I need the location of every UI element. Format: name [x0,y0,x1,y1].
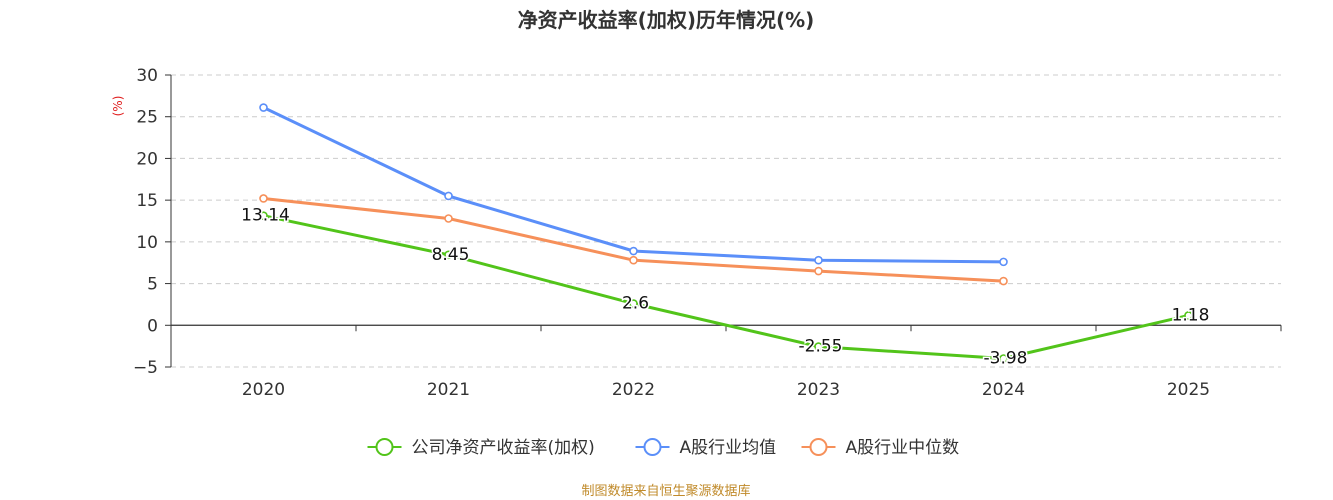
legend-marker [375,438,394,456]
y-tick-label: 5 [147,275,158,295]
data-label: 2.6 [622,294,649,314]
legend-label: 公司净资产收益率(加权) [412,438,595,458]
y-tick-label: 30 [136,66,158,86]
series-line-0 [263,214,1189,360]
y-tick-label: 20 [136,149,158,169]
data-label: -2.55 [799,337,843,357]
data-point-0 [1184,311,1193,320]
y-tick-label: 15 [136,191,158,211]
data-point-1 [629,246,638,256]
data-point-2 [259,194,268,203]
series-group [259,103,1193,363]
y-axis-unit: (%) [111,96,125,117]
y-tick-label: 0 [147,316,158,336]
data-label: 13.14 [241,206,290,226]
data-point-2 [999,276,1008,286]
data-point-0 [259,211,268,220]
y-tick-label: −5 [133,358,158,378]
legend-item-0[interactable]: 公司净资产收益率(加权) [367,438,595,458]
x-tick-label: 2025 [1167,380,1210,400]
data-point-1 [259,103,268,112]
data-point-0 [444,250,453,260]
x-tick-label: 2023 [797,380,840,400]
y-tick-label: 25 [136,108,158,128]
data-point-0 [629,299,638,308]
legend-item-2[interactable]: A股行业中位数 [801,438,960,458]
x-tick-label: 2022 [612,380,655,400]
data-point-0 [814,342,823,351]
data-point-2 [444,214,453,223]
legend-label: A股行业中位数 [846,438,960,458]
legend-label: A股行业均值 [680,438,777,458]
legend-item-1[interactable]: A股行业均值 [635,438,777,458]
data-labels: 13.14 8.45 2.6 -2.55 -3.98 1.18 [240,204,1211,370]
data-point-0 [999,354,1008,363]
data-point-1 [814,255,823,265]
grid-lines [171,74,1281,368]
data-label: -3.98 [984,348,1028,368]
y-tick-label: 10 [136,233,158,253]
data-point-2 [629,255,638,265]
data-point-1 [444,191,453,201]
chart-title: 净资产收益率(加权)历年情况(%) [518,8,815,32]
source-note: 制图数据来自恒生聚源数据库 [581,483,750,499]
legend-marker [643,438,662,456]
x-tick-label: 2021 [427,380,470,400]
data-label: 1.18 [1172,305,1210,325]
data-point-2 [814,266,823,276]
data-label: 8.45 [432,245,470,265]
legend[interactable]: 公司净资产收益率(加权) A股行业均值 A股行业中位数 [367,438,960,458]
legend-marker [809,438,828,456]
x-tick-label: 2020 [242,380,285,400]
x-tick-label: 2024 [982,380,1025,400]
data-point-1 [999,257,1008,267]
